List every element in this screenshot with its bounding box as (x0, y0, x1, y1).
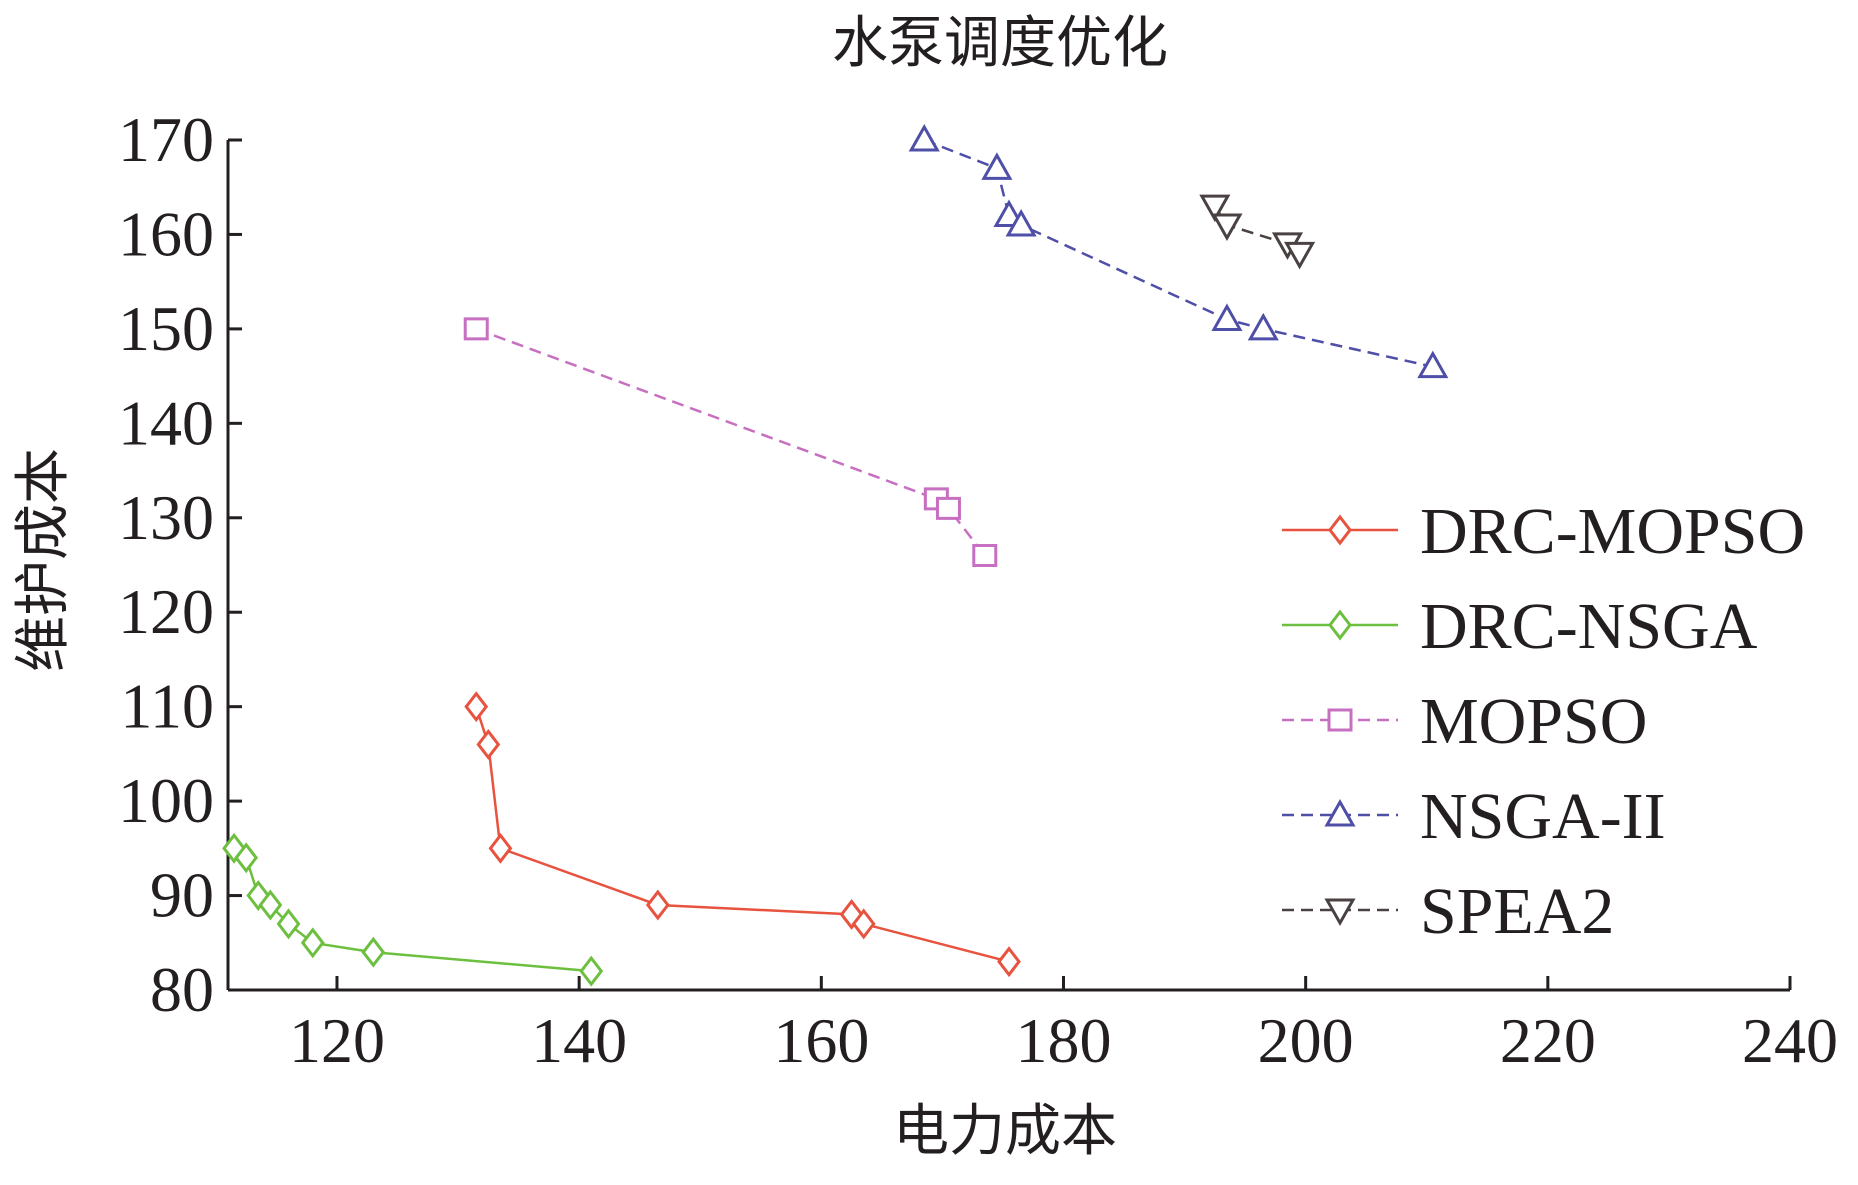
y-tick-label: 130 (118, 482, 214, 553)
data-point-marker (935, 496, 961, 520)
data-point-marker (645, 889, 670, 921)
series-line (475, 327, 986, 557)
x-tick-label: 180 (1015, 1005, 1111, 1076)
data-point-marker (258, 889, 283, 921)
y-tick-label: 170 (118, 104, 214, 175)
ticks: 120 140 160 180 200 220 240 80 90 100 110 120 130 140… (118, 104, 1838, 1076)
data-point-marker (997, 946, 1021, 978)
series-nsga-ii (908, 123, 1449, 379)
y-tick-label: 110 (120, 671, 214, 742)
data-point-marker (1284, 241, 1316, 270)
series-line (475, 706, 1010, 963)
data-point-marker (851, 908, 876, 940)
data-point-marker (1211, 303, 1243, 331)
series-drc-nsga (222, 832, 604, 987)
legend-label: MOPSO (1420, 685, 1647, 758)
data-point-marker (981, 152, 1013, 180)
data-point-marker (1328, 609, 1352, 641)
x-tick-label: 160 (773, 1005, 869, 1076)
legend-label: NSGA-II (1420, 780, 1666, 853)
y-tick-label: 160 (118, 198, 214, 269)
x-tick-label: 200 (1258, 1005, 1354, 1076)
y-tick-label: 80 (150, 954, 214, 1025)
data-point-marker (1417, 350, 1449, 379)
data-point-marker (276, 908, 301, 940)
data-point-marker (476, 728, 501, 760)
data-point-marker (1324, 898, 1356, 927)
series-drc-mopso (464, 691, 1021, 978)
y-tick-label: 90 (150, 860, 214, 931)
legend-label: SPEA2 (1420, 875, 1614, 948)
series-mopso (463, 317, 998, 568)
legend-label: DRC-NSGA (1420, 590, 1758, 663)
data-point-marker (1199, 194, 1231, 223)
legend-label: DRC-MOPSO (1420, 495, 1805, 568)
data-point-marker (1005, 208, 1037, 237)
y-tick-label: 100 (118, 765, 214, 836)
data-point-marker (234, 842, 259, 874)
data-point-marker (908, 123, 940, 152)
x-tick-label: 120 (289, 1005, 385, 1076)
data-point-marker (463, 317, 489, 341)
data-point-marker (488, 832, 513, 864)
data-point-marker (579, 955, 604, 987)
data-point-marker (1327, 708, 1353, 732)
x-tick-label: 220 (1500, 1005, 1596, 1076)
x-axis-label: 电力成本 (893, 1099, 1117, 1164)
x-tick-label: 240 (1742, 1005, 1838, 1076)
y-tick-label: 150 (118, 293, 214, 364)
data-point-marker (300, 927, 325, 959)
y-tick-label: 140 (118, 387, 214, 458)
data-point-marker (1211, 213, 1243, 242)
data-point-marker (1328, 514, 1352, 546)
data-point-marker (1324, 798, 1356, 827)
data-point-marker (1247, 312, 1279, 341)
legend: DRC-MOPSO DRC-NSGA MOPSO NSGA-II SPEA2 (1282, 495, 1805, 948)
data-point-marker (972, 544, 998, 568)
x-tick-label: 140 (531, 1005, 627, 1076)
data-point-marker (464, 691, 489, 723)
series-spea2 (1199, 194, 1316, 270)
y-axis-label: 维护成本 (11, 448, 76, 672)
y-tick-label: 120 (118, 576, 214, 647)
series-layer (222, 123, 1449, 987)
chart-title: 水泵调度优化 (832, 11, 1168, 76)
data-point-marker (361, 936, 386, 968)
